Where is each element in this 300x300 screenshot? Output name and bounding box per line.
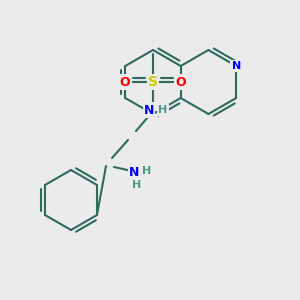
Text: H: H: [158, 105, 168, 115]
Text: N: N: [232, 61, 241, 71]
Text: H: H: [142, 166, 152, 176]
Text: N: N: [129, 167, 139, 179]
Text: H: H: [132, 180, 142, 190]
Text: N: N: [144, 103, 154, 116]
Text: O: O: [120, 76, 130, 88]
Text: O: O: [176, 76, 186, 88]
Text: S: S: [148, 75, 158, 89]
